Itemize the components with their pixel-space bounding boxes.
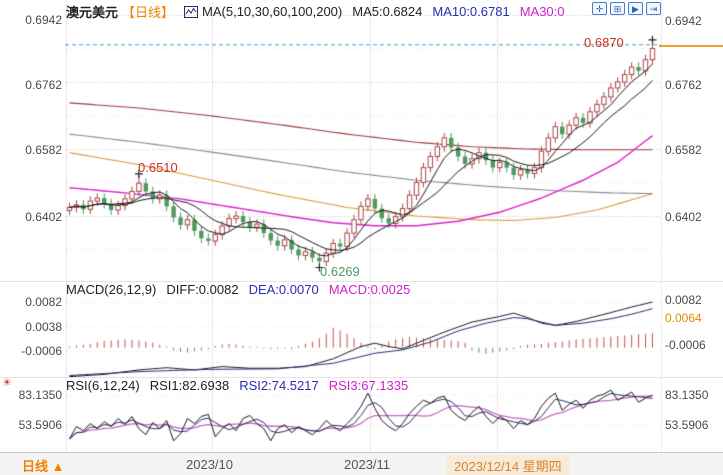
- current-date-label: 2023/12/14 星期四: [446, 455, 570, 475]
- macd-value: MACD:0.0025: [328, 282, 411, 297]
- price-axis-right-4: 0.6402: [665, 210, 702, 224]
- chart-toolbar: ✛ ⊞ ▶ ⇥: [592, 2, 661, 15]
- macd-diff-value: DIFF:0.0082: [166, 282, 239, 297]
- rsi-axis-left-2: 53.5906: [18, 418, 62, 432]
- sort-up-icon: ▲: [51, 459, 65, 474]
- main-chart-header: 澳元美元 【日线】 MA(5,10,30,60,100,200) MA5:0.6…: [66, 2, 565, 21]
- macd-axis-left-1: 0.0082: [25, 295, 62, 309]
- price-axis-right-2: 0.6762: [665, 78, 702, 92]
- price-axis-left-4: 0.6402: [25, 210, 62, 224]
- symbol-name: 澳元美元: [66, 5, 119, 20]
- fit-window-icon[interactable]: ⊞: [610, 2, 625, 15]
- macd-axis-right-top: 0.0082: [665, 293, 702, 307]
- rsi-title: RSI(6,12,24): [66, 378, 140, 393]
- sun-icon: ☀: [2, 377, 12, 389]
- rsi-axis-right-1: 83.1350: [665, 388, 709, 402]
- ma30-value: MA30:0: [519, 4, 565, 19]
- ma5-value: MA5:0.6824: [352, 4, 423, 19]
- play-forward-icon[interactable]: ▶: [628, 2, 643, 15]
- rsi3-value: RSI3:67.1335: [328, 378, 409, 393]
- right-axis-separator: [661, 0, 662, 452]
- period-selector-label: 日线: [22, 459, 49, 474]
- time-axis-bar: 日线 ▲ 2023/10 2023/11 2023/12/14 星期四: [0, 452, 723, 475]
- macd-dea-value: DEA:0.0070: [248, 282, 319, 297]
- period-tag: 【日线】: [122, 5, 175, 20]
- macd-axis-left-3: -0.0006: [21, 344, 62, 358]
- rsi2-value: RSI2:74.5217: [239, 378, 319, 393]
- macd-header: MACD(26,12,9) DIFF:0.0082 DEA:0.0070 MAC…: [66, 282, 410, 297]
- pan-crosshair-glyph: ✛: [595, 4, 604, 14]
- macd-title: MACD(26,12,9): [66, 282, 157, 297]
- x-axis-label-nov: 2023/11: [344, 457, 391, 472]
- price-axis-right-1: 0.6942: [665, 14, 702, 28]
- macd-chart-canvas[interactable]: [65, 282, 661, 378]
- kline-icon: [184, 5, 199, 18]
- x-axis-label-oct: 2023/10: [186, 457, 233, 472]
- macd-axis-left-2: 0.0038: [25, 320, 62, 334]
- panel-divider-macd: [0, 281, 723, 282]
- panel-divider-rsi: [0, 377, 723, 378]
- period-selector[interactable]: 日线 ▲: [22, 456, 65, 475]
- macd-axis-right-bottom: -0.0006: [665, 338, 706, 352]
- price-axis-right-3: 0.6582: [665, 143, 702, 157]
- pan-crosshair-icon[interactable]: ✛: [592, 2, 607, 15]
- price-chart-canvas[interactable]: [65, 0, 661, 282]
- price-axis-left-2: 0.6762: [25, 78, 62, 92]
- rsi-header: RSI(6,12,24) RSI1:82.6938 RSI2:74.5217 R…: [66, 378, 408, 393]
- last-high-price-label: 0.6870: [584, 35, 624, 50]
- ma10-value: MA10:0.6781: [432, 4, 510, 19]
- step-out-glyph: ⇥: [649, 4, 658, 14]
- price-axis-left-3: 0.6582: [25, 143, 62, 157]
- rsi-axis-left-1: 83.1350: [18, 388, 62, 402]
- macd-axis-right-current: 0.0064: [665, 311, 702, 325]
- swing-high-price-label: 0.6510: [138, 160, 178, 175]
- rsi-chart-canvas[interactable]: [65, 378, 661, 452]
- ma-settings-label: MA(5,10,30,60,100,200): [202, 4, 343, 19]
- price-axis-left-1: 0.6942: [25, 13, 62, 27]
- rsi1-value: RSI1:82.6938: [149, 378, 230, 393]
- swing-low-price-label: 0.6269: [320, 264, 360, 279]
- current-price-line-extension: [659, 45, 723, 47]
- rsi-axis-right-2: 53.5906: [665, 418, 709, 432]
- play-forward-glyph: ▶: [632, 4, 639, 14]
- fit-window-glyph: ⊞: [613, 4, 622, 14]
- step-out-icon[interactable]: ⇥: [646, 2, 661, 15]
